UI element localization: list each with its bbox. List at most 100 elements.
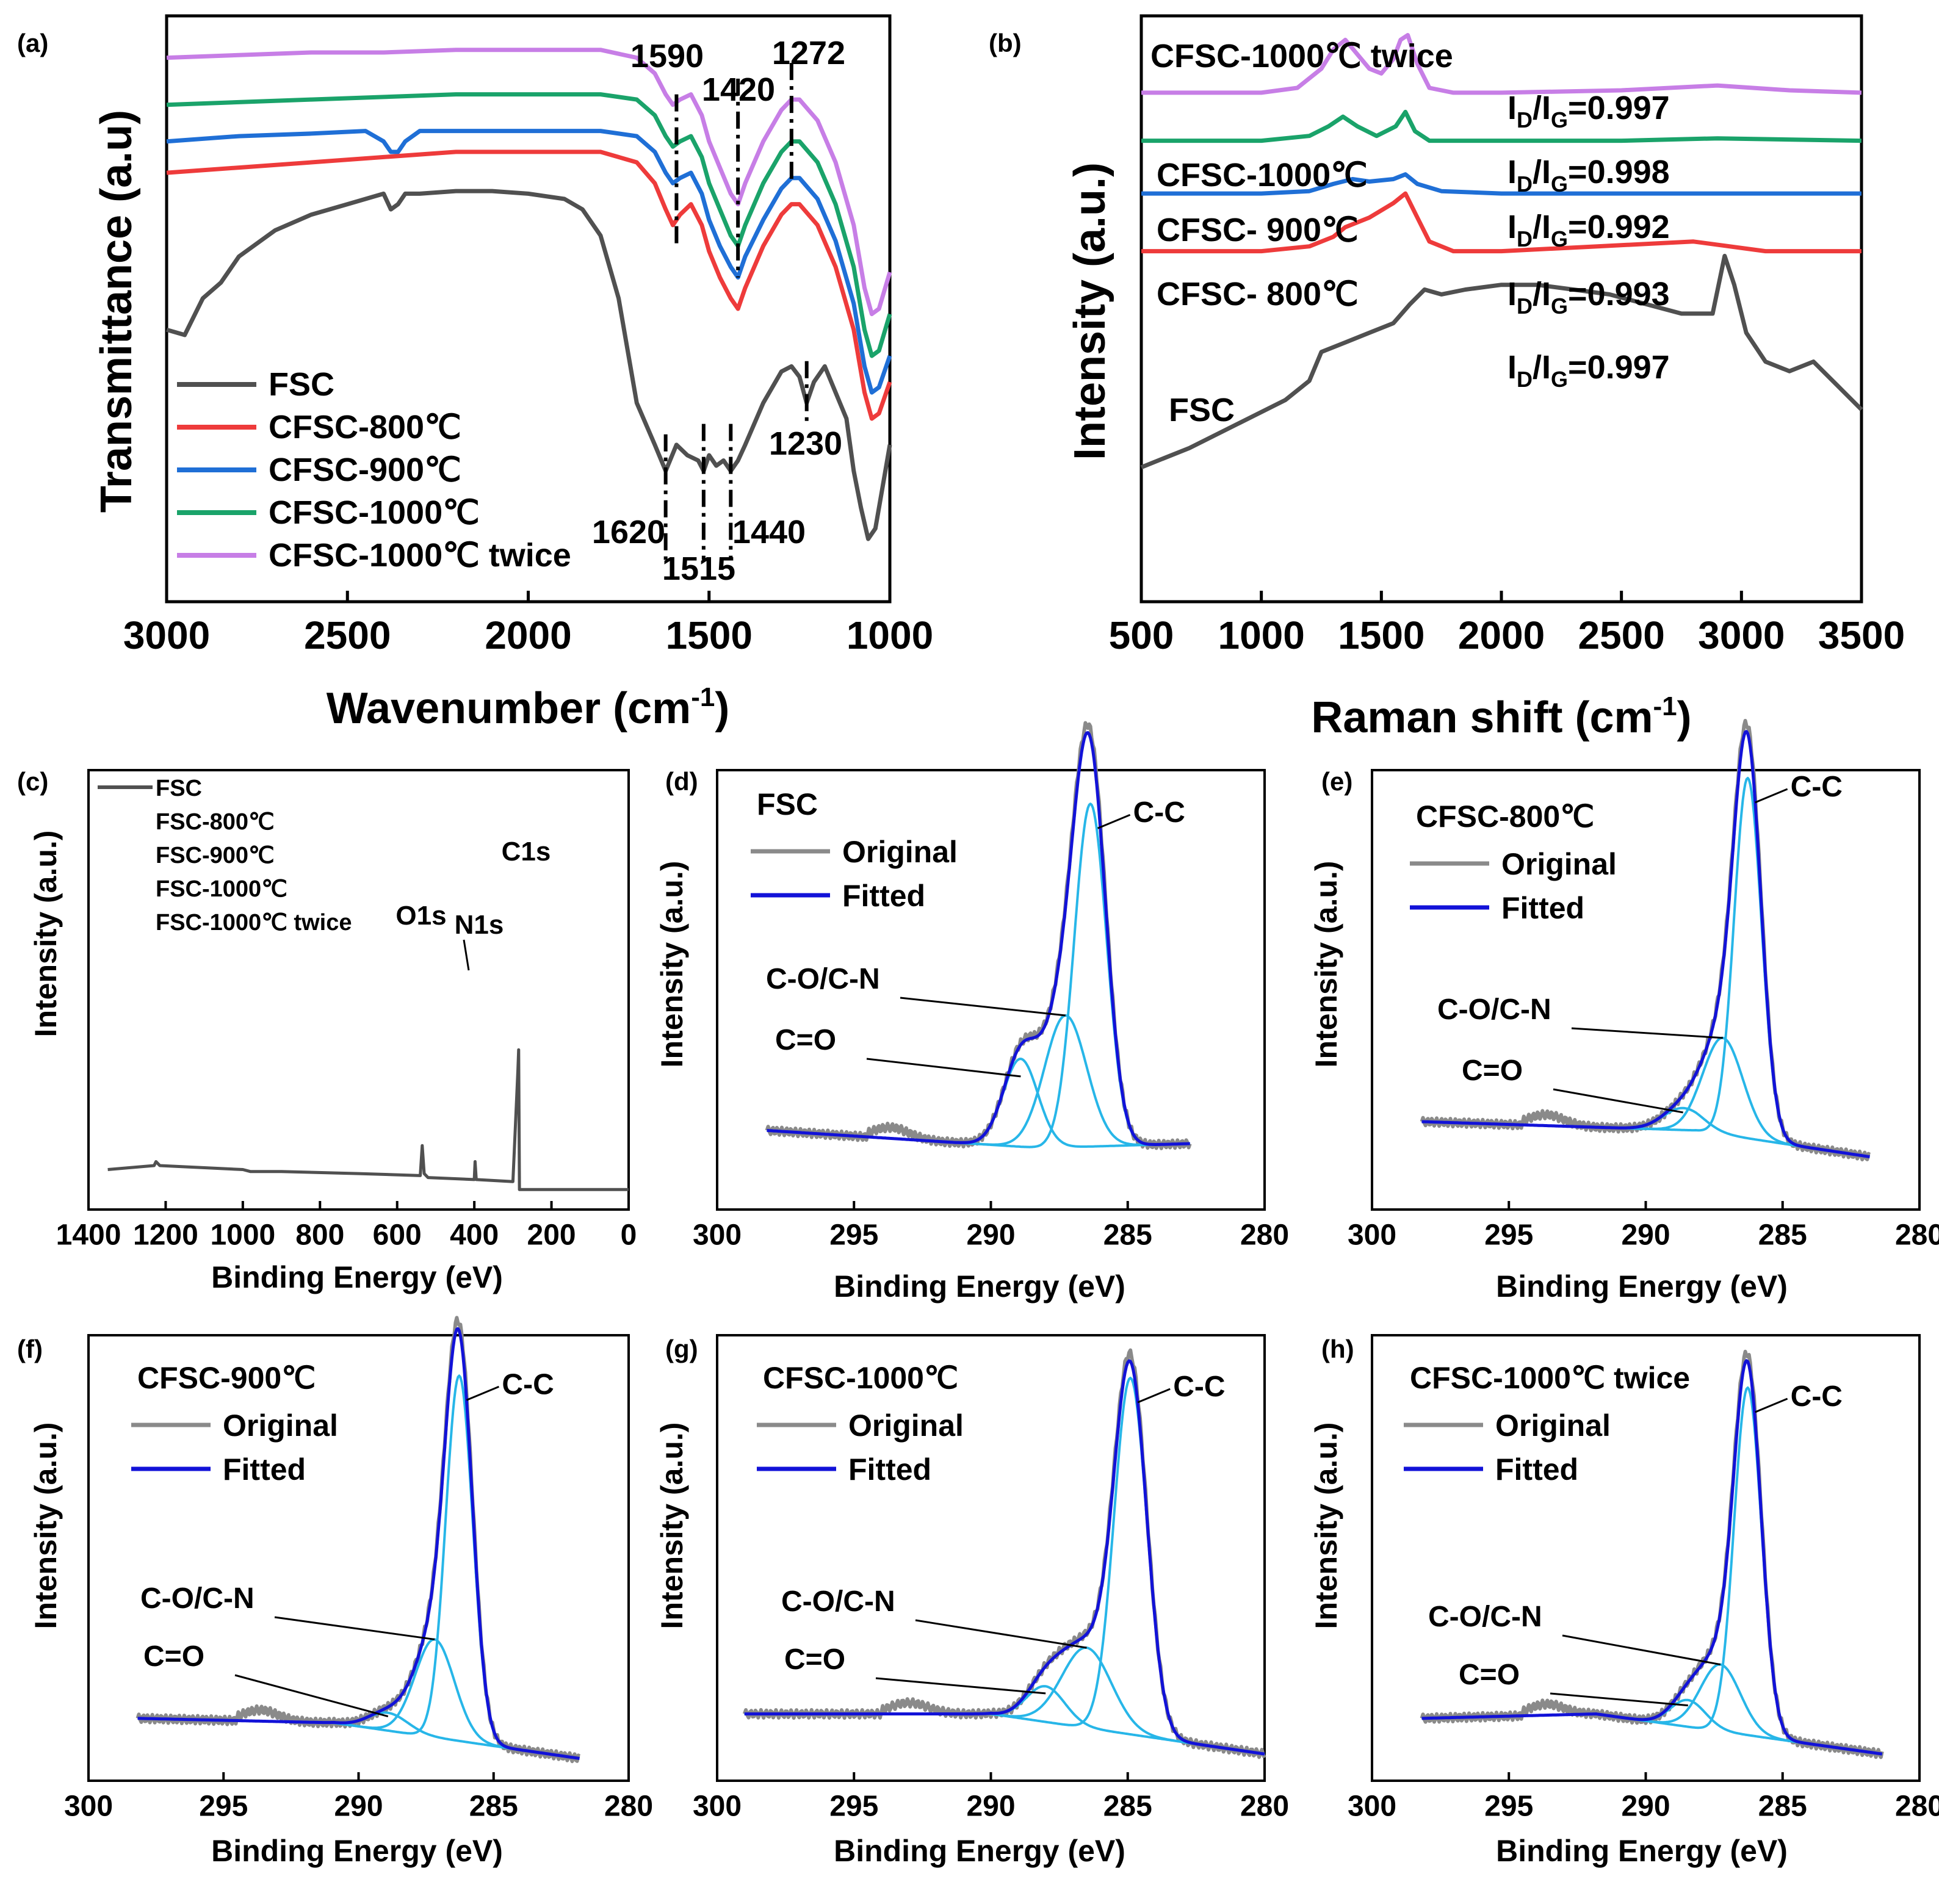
x-tick-label: 300	[693, 1219, 742, 1252]
legend-entry: Original	[1501, 847, 1617, 881]
x-tick-label: 600	[373, 1219, 422, 1252]
x-axis-label-main: Wavenumber (cm	[327, 684, 691, 733]
x-tick-label: 2500	[304, 613, 391, 657]
x-tick-label: 2000	[485, 613, 571, 657]
panel-label-f: (f)	[17, 1335, 43, 1363]
x-tick-label: 290	[334, 1790, 383, 1823]
sample-title: CFSC-1000℃ twice	[1410, 1361, 1690, 1395]
x-tick-label: 290	[1621, 1219, 1670, 1252]
x-axis-label: Wavenumber (cm-1)	[327, 682, 730, 733]
peak-pointer	[1755, 788, 1788, 804]
x-tick-label: 295	[1484, 1219, 1533, 1252]
panel-e: 300 295 290 285 280 (e) Intensity (a.u.) Bindin…	[1309, 719, 1939, 1304]
x-tick-label: 280	[1895, 1790, 1939, 1823]
legend-entry: Fitted	[1495, 1452, 1578, 1487]
peak-pointer	[1097, 813, 1131, 829]
series-line-0	[166, 189, 892, 541]
plot-frame	[87, 1334, 630, 1782]
panel-a: 3000 2500 2000 1500 1000 (a) Transmittance (a.…	[17, 14, 933, 733]
fitted-curve	[137, 1327, 580, 1760]
peak-annotation: C1s	[502, 837, 551, 867]
x-tick-label: 285	[1103, 1790, 1152, 1823]
panel-c: 1400 1200 1000 800 600 400 200 0 (c) Intensity (a…	[17, 767, 637, 1294]
series-line-0	[107, 1048, 629, 1191]
original-curve	[742, 1348, 1266, 1759]
peak-annotation: 1620	[592, 514, 665, 550]
peak-pointer	[1137, 1388, 1171, 1404]
panel-f: 300 295 290 285 280 (f) Intensity (a.u.) Bindin…	[17, 1316, 653, 1868]
x-tick-label: 1500	[1338, 613, 1424, 657]
x-axis-label: Binding Energy (eV)	[211, 1834, 503, 1868]
peak-annotation: 1230	[769, 425, 842, 462]
component-c-c	[137, 1374, 580, 1760]
peak-label-c-o: C-O/C-N	[140, 1582, 255, 1615]
peak-pointer	[274, 1616, 435, 1640]
x-tick-label: 2500	[1578, 613, 1664, 657]
x-axis-label: Binding Energy (eV)	[1496, 1834, 1788, 1868]
x-tick-label: 400	[450, 1219, 499, 1252]
peak-label-c-o: C-O/C-N	[1437, 993, 1551, 1026]
x-tick-label: 280	[1240, 1219, 1289, 1252]
peak-annotation: N1s	[455, 910, 504, 940]
legend-entry: CFSC-1000℃ twice	[269, 537, 571, 574]
legend-entry: FSC-1000℃ twice	[156, 910, 352, 936]
x-tick-label: 280	[604, 1790, 653, 1823]
peak-label-c-double-o: C=O	[1459, 1659, 1520, 1691]
series-line-1	[1141, 191, 1861, 254]
peak-label-c-o: C-O/C-N	[766, 963, 880, 995]
x-tick-label: 300	[1348, 1219, 1396, 1252]
peak-label-c-c: C-C	[1173, 1371, 1225, 1403]
panel-d: 300 295 290 285 280 (d) Intensity (a.u.) Bindin…	[655, 721, 1289, 1304]
x-tick-label: 295	[199, 1790, 248, 1823]
y-axis-label: Intensity (a.u.)	[1309, 861, 1343, 1068]
peak-label-c-double-o: C=O	[143, 1640, 204, 1673]
x-axis-label-sup: -1	[691, 682, 715, 712]
panel-label-b: (b)	[989, 29, 1022, 57]
panel-label-e: (e)	[1321, 767, 1352, 796]
x-tick-label: 295	[829, 1790, 878, 1823]
peak-annotation: 1272	[772, 35, 845, 71]
fitted-curve	[744, 1359, 1265, 1756]
plot-frame	[87, 769, 630, 1211]
peak-pointer	[234, 1674, 389, 1718]
peak-label-c-double-o: C=O	[1462, 1055, 1523, 1087]
peak-annotation: 1440	[732, 514, 806, 550]
ratio-label: ID/IG=0.997	[1508, 349, 1670, 392]
x-tick-label: 0	[621, 1219, 637, 1252]
sample-title: FSC	[757, 787, 818, 821]
sample-label: CFSC- 800℃	[1157, 276, 1359, 312]
sample-label: CFSC-1000℃	[1157, 157, 1368, 193]
peak-pointer	[875, 1677, 1046, 1695]
fitted-curve	[767, 731, 1191, 1146]
x-tick-label: 290	[966, 1219, 1015, 1252]
series-line-2	[1141, 172, 1861, 196]
panel-b: 500 1000 1500 2000 2500 3000 3500 (b) Intensity …	[989, 14, 1905, 742]
annotation-pointer	[463, 939, 470, 971]
y-axis-label: Intensity (a.u.)	[655, 1423, 689, 1629]
original-curve	[135, 1316, 581, 1764]
x-tick-label: 800	[295, 1219, 344, 1252]
x-tick-label: 280	[1240, 1790, 1289, 1823]
panel-label-c: (c)	[17, 767, 48, 796]
x-axis-label-sup: -1	[1653, 691, 1677, 721]
x-tick-label: 285	[469, 1790, 518, 1823]
series-line-3	[1141, 109, 1862, 143]
peak-pointer	[1755, 1397, 1788, 1413]
fitted-curve	[1421, 1359, 1883, 1756]
legend-entry: Fitted	[848, 1452, 931, 1487]
y-axis-label: Intensity (a.u.)	[655, 861, 689, 1068]
component-c-c	[1421, 1386, 1883, 1756]
original-curve	[765, 721, 1192, 1150]
sample-title: CFSC-900℃	[137, 1361, 316, 1395]
peak-pointer	[866, 1058, 1021, 1078]
y-axis-label: Transmittance (a.u)	[92, 110, 141, 513]
panel-label-d: (d)	[665, 767, 698, 796]
peak-pointer	[466, 1385, 500, 1401]
x-tick-label: 1000	[210, 1219, 275, 1252]
legend-entry: CFSC-800℃	[269, 409, 461, 445]
x-axis-label-close: )	[1677, 693, 1692, 742]
component-c-c	[744, 1377, 1265, 1756]
series-line-4	[1141, 33, 1862, 95]
peak-pointer	[1562, 1634, 1721, 1666]
x-tick-label: 1000	[847, 613, 933, 657]
